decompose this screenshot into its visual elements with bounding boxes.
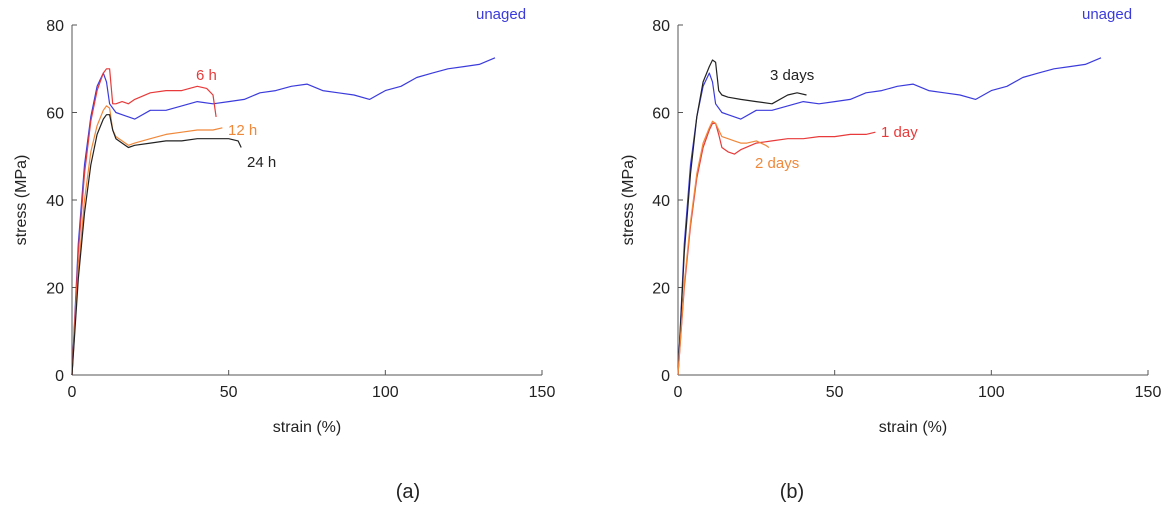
x-tick-label: 150	[529, 384, 556, 401]
series-label-a-24h: 24 h	[247, 154, 276, 171]
series-label-b-1day: 1 day	[881, 124, 918, 141]
x-tick-label: 50	[826, 384, 844, 401]
x-ticks-a: 0 50 100 150	[68, 370, 556, 401]
series-label-b-3days: 3 days	[770, 67, 814, 84]
series-group-b	[677, 57, 1102, 376]
series-line-b-unaged	[677, 57, 1102, 376]
series-line-b-2-days	[677, 120, 770, 376]
x-tick-label: 0	[674, 384, 683, 401]
series-line-a-6-h	[71, 68, 217, 376]
y-ticks-b: 0 20 40 60 80	[652, 18, 683, 385]
x-axis-label-a: strain (%)	[273, 419, 341, 436]
x-axis-label-b: strain (%)	[879, 419, 947, 436]
series-line-a-unaged	[71, 57, 496, 376]
y-tick-label: 0	[55, 368, 64, 385]
series-label-b-unaged: unaged	[1082, 6, 1132, 23]
y-ticks-a: 0 20 40 60 80	[46, 18, 77, 385]
x-tick-label: 0	[68, 384, 77, 401]
x-tick-label: 100	[372, 384, 399, 401]
panel-label-b: (b)	[780, 481, 804, 503]
y-axis-label-a: stress (MPa)	[13, 155, 30, 246]
x-tick-label: 100	[978, 384, 1005, 401]
x-tick-label: 50	[220, 384, 238, 401]
series-group-a	[71, 57, 496, 376]
series-line-a-24-h	[71, 114, 242, 376]
series-label-a-6h: 6 h	[196, 67, 217, 84]
series-label-a-12h: 12 h	[228, 122, 257, 139]
y-tick-label: 20	[652, 281, 670, 298]
series-line-a-12-h	[71, 105, 223, 376]
y-tick-label: 60	[46, 106, 64, 123]
chart-panel-b: 0 50 100 150 0 20 40 60 80 strain (%) stress (M…	[620, 6, 1161, 503]
series-line-b-1-day	[677, 122, 876, 376]
y-tick-label: 60	[652, 106, 670, 123]
y-tick-label: 80	[652, 18, 670, 35]
y-tick-label: 80	[46, 18, 64, 35]
series-label-a-unaged: unaged	[476, 6, 526, 23]
y-tick-label: 40	[46, 193, 64, 210]
series-line-b-3-days	[677, 59, 807, 376]
panel-label-a: (a)	[396, 481, 420, 503]
chart-panel-a: 0 50 100 150 0 20 40 60 80 strain (%) stress (M…	[13, 6, 555, 503]
y-tick-label: 40	[652, 193, 670, 210]
y-tick-label: 0	[661, 368, 670, 385]
x-ticks-b: 0 50 100 150	[674, 370, 1162, 401]
y-tick-label: 20	[46, 281, 64, 298]
series-label-b-2days: 2 days	[755, 155, 799, 172]
y-axis-label-b: stress (MPa)	[620, 155, 637, 246]
x-tick-label: 150	[1135, 384, 1162, 401]
